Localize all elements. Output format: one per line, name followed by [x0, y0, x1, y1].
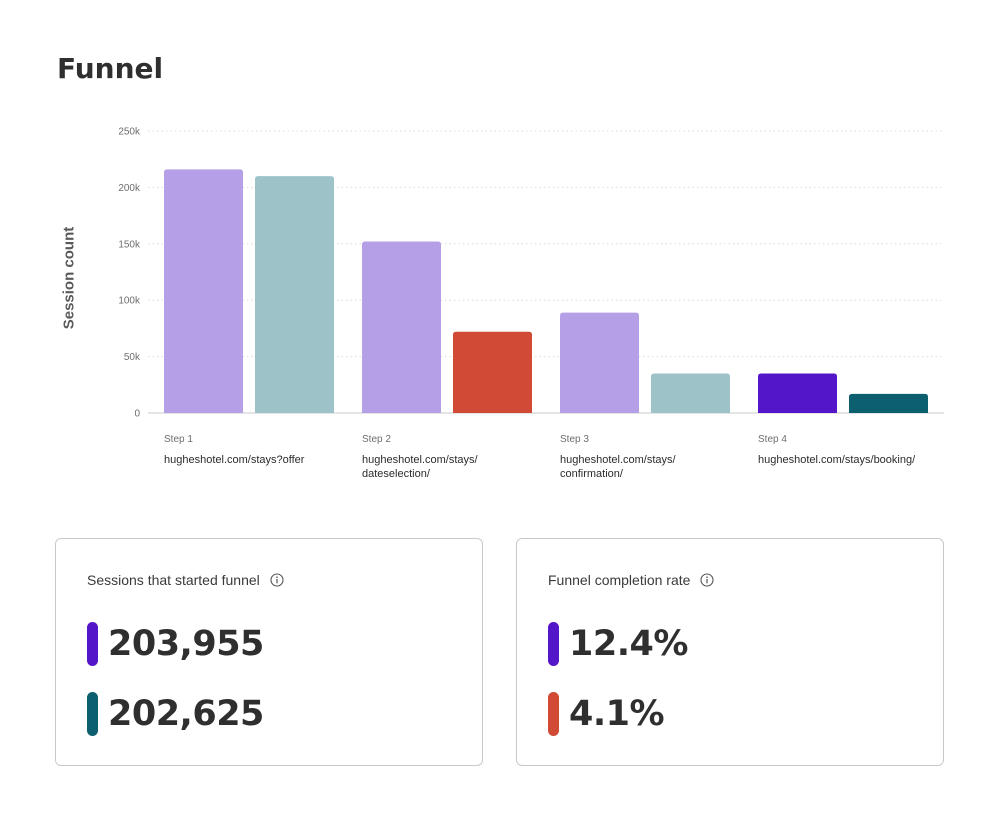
- y-tick-label: 200k: [118, 183, 141, 194]
- step-label-2: Step 2 hugheshotel.com/stays/ dateselect…: [362, 434, 512, 481]
- step-url: hugheshotel.com/stays?offer: [164, 454, 305, 466]
- metric-row: 203,955: [87, 622, 264, 666]
- page-title: Funnel: [57, 52, 164, 85]
- funnel-chart: 0 50k 100k 150k 200k 250k Session count Step …: [60, 127, 958, 481]
- metric-row: 202,625: [87, 692, 264, 736]
- card-title: Sessions that started funnel: [87, 572, 284, 588]
- bar-step-3-series-1[interactable]: [560, 312, 639, 413]
- y-axis-label: Session count: [60, 226, 78, 330]
- step-number: Step 3: [560, 434, 589, 445]
- y-tick-label: 50k: [124, 352, 141, 363]
- sessions-started-card: Sessions that started funnel 203,955 202…: [55, 538, 483, 766]
- step-number: Step 4: [758, 434, 787, 445]
- y-tick-label: 0: [134, 409, 140, 420]
- bar-step-2-series-1[interactable]: [362, 241, 441, 413]
- bar-step-3-series-2[interactable]: [651, 373, 730, 413]
- bar-step-4-series-2[interactable]: [849, 393, 928, 413]
- series-color-swatch: [548, 622, 559, 666]
- step-url: hugheshotel.com/stays/ dateselection/: [362, 454, 478, 480]
- y-tick-label: 100k: [118, 296, 141, 307]
- step-label-3: Step 3 hugheshotel.com/stays/ confirmati…: [560, 434, 710, 481]
- metric-value: 4.1%: [569, 694, 665, 734]
- step-number: Step 2: [362, 434, 391, 445]
- bar-step-4-series-1[interactable]: [758, 373, 837, 413]
- bar-step-1-series-1[interactable]: [164, 169, 243, 413]
- bar-step-1-series-2[interactable]: [255, 176, 334, 413]
- metric-value: 12.4%: [569, 624, 688, 664]
- metric-row: 12.4%: [548, 622, 688, 666]
- info-icon[interactable]: [700, 573, 714, 587]
- info-icon[interactable]: [270, 573, 284, 587]
- step-label-1: Step 1 hugheshotel.com/stays?offer: [164, 434, 354, 467]
- step-label-4: Step 4 hugheshotel.com/stays/booking/: [758, 434, 958, 467]
- card-title-text: Funnel completion rate: [548, 572, 691, 588]
- metric-row: 4.1%: [548, 692, 665, 736]
- series-color-swatch: [548, 692, 559, 736]
- step-number: Step 1: [164, 434, 193, 445]
- y-tick-label: 150k: [118, 239, 141, 250]
- metric-value: 202,625: [108, 694, 264, 734]
- series-color-swatch: [87, 622, 98, 666]
- funnel-chart-svg: 0 50k 100k 150k 200k 250k: [118, 127, 944, 420]
- step-url: hugheshotel.com/stays/ confirmation/: [560, 454, 676, 480]
- card-title: Funnel completion rate: [548, 572, 714, 588]
- bar-step-2-series-2[interactable]: [453, 331, 532, 413]
- card-title-text: Sessions that started funnel: [87, 572, 260, 588]
- y-tick-label: 250k: [118, 127, 141, 138]
- completion-rate-card: Funnel completion rate 12.4% 4.1%: [516, 538, 944, 766]
- metric-value: 203,955: [108, 624, 264, 664]
- step-url: hugheshotel.com/stays/booking/: [758, 454, 916, 466]
- series-color-swatch: [87, 692, 98, 736]
